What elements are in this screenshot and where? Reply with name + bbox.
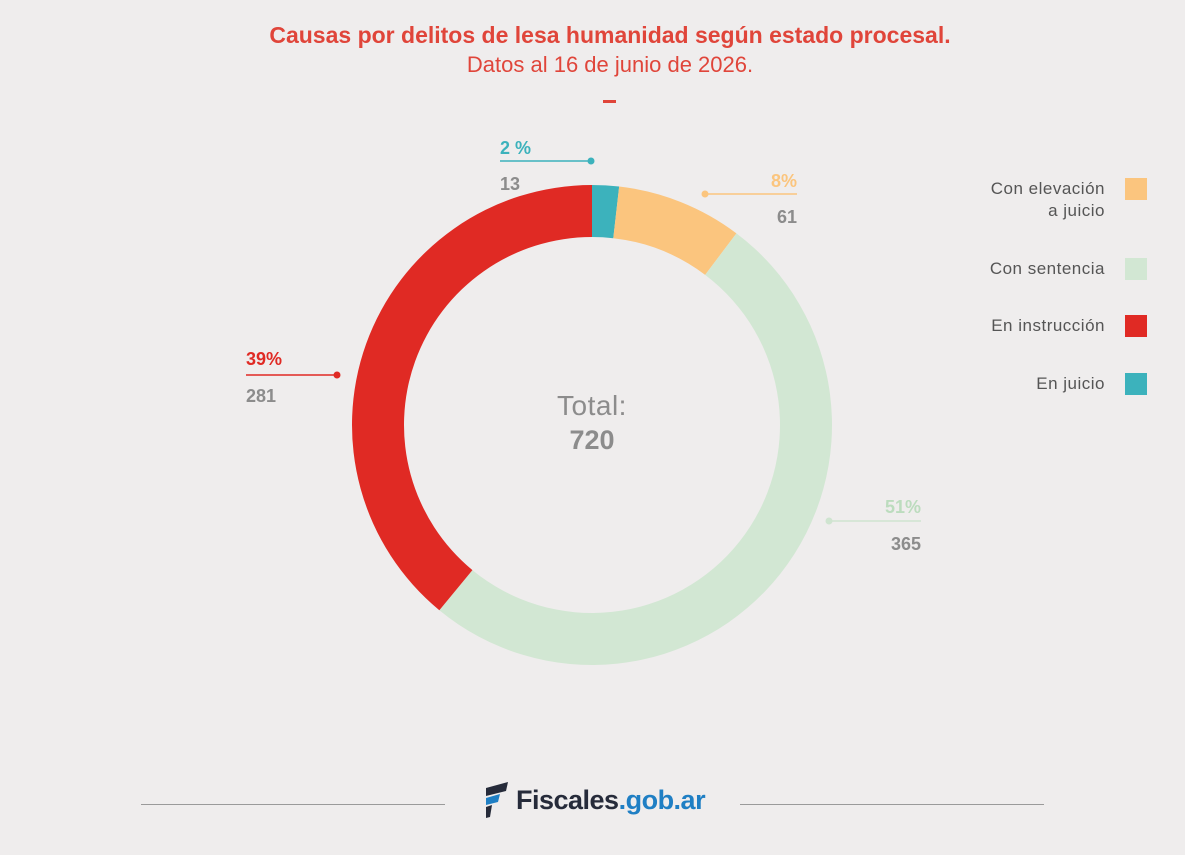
chart-subtitle: Datos al 16 de junio de 2026. xyxy=(466,52,754,77)
callout-dot-con-sentencia xyxy=(825,517,833,525)
fiscales-logo: Fiscales .gob.ar xyxy=(484,782,706,818)
center-total-value: 720 xyxy=(569,425,614,455)
logo-brand-text: Fiscales xyxy=(516,784,619,815)
legend-item-en-instrucci-n: En instrucción xyxy=(991,315,1147,337)
legend-label: Con elevación a juicio xyxy=(990,179,1105,220)
title-divider xyxy=(603,100,616,103)
donut-chart: 2 % 13 8% 61 51% 365 39% 281 Total: 720 xyxy=(246,138,921,665)
value-label-con-sentencia: 365 xyxy=(891,534,921,554)
fiscales-flag-icon xyxy=(486,782,508,818)
percent-label-con-elevaci-n-a-juicio: 8% xyxy=(771,171,797,191)
callout-dot-en-juicio xyxy=(587,157,595,165)
donut-slices xyxy=(351,185,832,665)
footer-divider-left xyxy=(141,804,445,805)
legend-swatch xyxy=(1125,178,1147,200)
value-label-con-elevaci-n-a-juicio: 61 xyxy=(777,207,797,227)
legend-swatch xyxy=(1125,315,1147,337)
percent-label-en-instrucci-n: 39% xyxy=(246,349,282,369)
legend-swatch xyxy=(1125,258,1147,280)
center-total-label: Total: xyxy=(557,390,627,421)
legend-item-en-juicio: En juicio xyxy=(1036,373,1147,395)
callout-dot-con-elevaci-n-a-juicio xyxy=(701,190,709,198)
chart-title: Causas por delitos de lesa humanidad seg… xyxy=(269,22,951,48)
legend-item-con-sentencia: Con sentencia xyxy=(990,258,1147,280)
slice-callouts: 2 % 13 8% 61 51% 365 39% 281 xyxy=(246,138,921,554)
value-label-en-instrucci-n: 281 xyxy=(246,386,276,406)
legend-swatch xyxy=(1125,373,1147,395)
footer-divider-right xyxy=(740,804,1044,805)
value-label-en-juicio: 13 xyxy=(500,174,520,194)
donut-slice-en-juicio xyxy=(592,185,620,239)
percent-label-en-juicio: 2 % xyxy=(500,138,531,158)
legend-label: En juicio xyxy=(1036,374,1105,393)
legend-label: Con sentencia xyxy=(989,259,1105,278)
donut-slice-con-sentencia xyxy=(439,233,832,665)
donut-slice-con-elevaci-n-a-juicio xyxy=(613,186,737,275)
donut-slice-en-instrucci-n xyxy=(351,185,592,611)
percent-label-con-sentencia: 51% xyxy=(885,497,921,517)
logo-domain-text: .gob.ar xyxy=(618,784,706,815)
legend-item-con-elevaci-n-a-juicio: Con elevación a juicio xyxy=(991,178,1147,222)
callout-dot-en-instrucci-n xyxy=(333,371,341,379)
legend-label: En instrucción xyxy=(991,316,1105,335)
